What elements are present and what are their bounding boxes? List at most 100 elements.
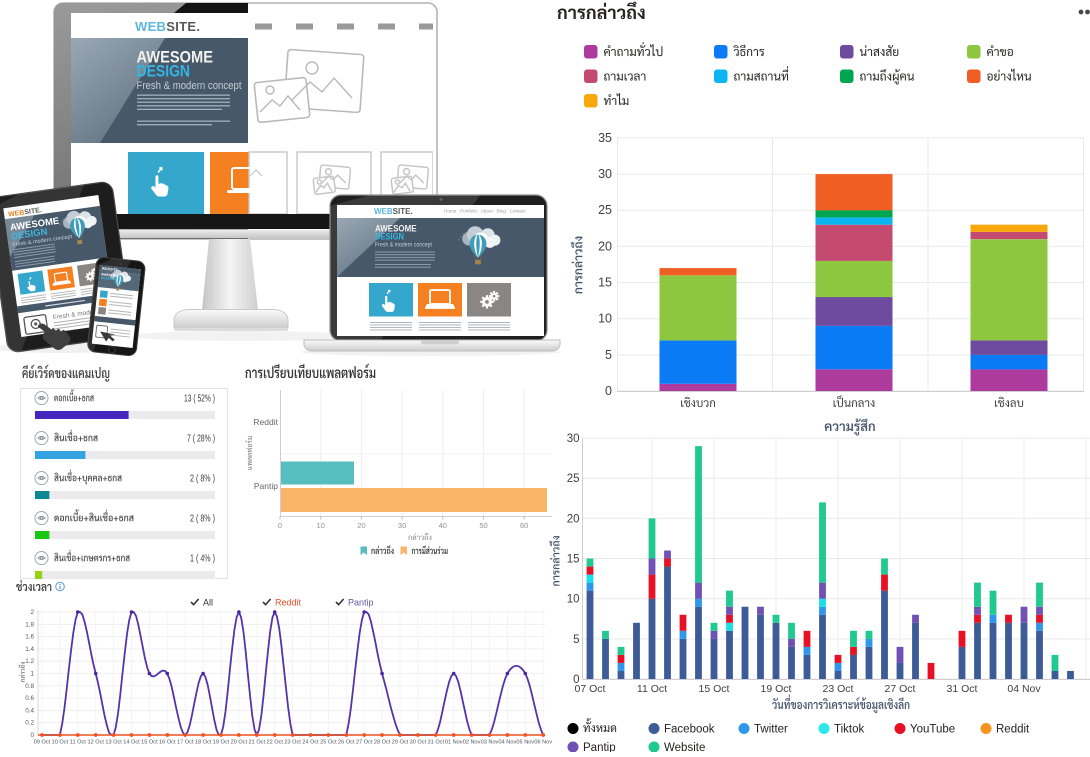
svg-text:Fresh & modern concept: Fresh & modern concept [375, 243, 432, 249]
svg-text:5: 5 [605, 348, 612, 362]
svg-text:DESIGN: DESIGN [137, 63, 191, 81]
svg-text:WEBSITE.: WEBSITE. [102, 267, 120, 273]
svg-text:13 ( 52% ): 13 ( 52% ) [184, 394, 215, 405]
svg-text:WEBSITE.: WEBSITE. [135, 19, 200, 34]
svg-text:09 Oct: 09 Oct [34, 740, 51, 746]
svg-text:23 Oct: 23 Oct [823, 683, 854, 695]
svg-text:2 ( 8% ): 2 ( 8% ) [190, 514, 215, 525]
svg-text:21 Oct: 21 Oct [249, 740, 266, 746]
svg-text:16 Oct: 16 Oct [159, 740, 176, 746]
svg-text:15 Oct: 15 Oct [699, 683, 730, 695]
svg-text:50: 50 [479, 521, 487, 530]
svg-text:AWESOME: AWESOME [101, 272, 120, 278]
svg-text:1.2: 1.2 [25, 658, 34, 665]
svg-text:Pantip: Pantip [583, 742, 616, 752]
svg-text:12 Oct: 12 Oct [87, 740, 104, 746]
svg-text:Pantip: Pantip [254, 481, 278, 491]
svg-text:20 Oct: 20 Oct [231, 740, 248, 746]
svg-text:20: 20 [357, 521, 365, 530]
svg-text:0.2: 0.2 [25, 720, 34, 727]
svg-text:DESIGN: DESIGN [11, 226, 49, 242]
svg-text:30: 30 [398, 521, 406, 530]
svg-text:26 Oct: 26 Oct [338, 740, 355, 746]
svg-text:Facebook: Facebook [664, 724, 715, 736]
svg-text:22 Oct: 22 Oct [266, 740, 283, 746]
svg-text:15: 15 [598, 276, 612, 290]
svg-text:18 Oct: 18 Oct [195, 740, 212, 746]
svg-text:0.6: 0.6 [25, 695, 34, 702]
svg-text:19 Oct: 19 Oct [761, 683, 792, 695]
svg-text:DESIGN: DESIGN [375, 232, 404, 242]
svg-text:AWESOME: AWESOME [375, 224, 417, 234]
svg-text:30: 30 [598, 167, 612, 181]
svg-text:27 Oct: 27 Oct [356, 740, 373, 746]
svg-text:01 Nov: 01 Nov [445, 740, 463, 746]
svg-text:1 ( 4% ): 1 ( 4% ) [190, 554, 215, 565]
svg-text:WEBSITE.: WEBSITE. [8, 207, 43, 219]
svg-text:1.6: 1.6 [25, 634, 34, 641]
svg-text:Pantip: Pantip [348, 598, 374, 608]
svg-text:Reddit: Reddit [275, 598, 302, 608]
svg-text:0: 0 [605, 384, 612, 398]
svg-text:Tiktok: Tiktok [834, 724, 864, 736]
svg-text:11 Oct: 11 Oct [637, 683, 667, 695]
svg-text:Home Portfolio About Blo: Home Portfolio About Blog Contact [444, 209, 526, 214]
svg-text:20: 20 [598, 239, 612, 253]
svg-text:WEBSITE.: WEBSITE. [374, 207, 413, 216]
svg-text:1: 1 [30, 671, 34, 678]
svg-text:30 Oct: 30 Oct [410, 740, 427, 746]
svg-text:Reddit: Reddit [253, 417, 278, 427]
svg-text:0: 0 [30, 732, 34, 739]
svg-text:Website: Website [664, 742, 705, 752]
svg-text:10 Oct: 10 Oct [52, 740, 69, 746]
svg-text:5: 5 [573, 634, 579, 646]
svg-text:10: 10 [567, 594, 580, 606]
svg-text:25: 25 [598, 203, 612, 217]
svg-text:1.8: 1.8 [25, 621, 34, 628]
svg-text:Reddit: Reddit [996, 724, 1030, 736]
svg-text:15: 15 [567, 554, 580, 566]
svg-text:1.4: 1.4 [25, 646, 34, 653]
svg-text:40: 40 [439, 521, 447, 530]
svg-text:28 Oct: 28 Oct [374, 740, 391, 746]
svg-text:02 Nov: 02 Nov [463, 740, 481, 746]
svg-text:AWESOME: AWESOME [137, 49, 214, 67]
svg-text:35: 35 [598, 131, 612, 145]
svg-text:04 Nov: 04 Nov [1007, 683, 1041, 695]
svg-text:05 Nov: 05 Nov [516, 740, 534, 746]
svg-text:YouTube: YouTube [910, 724, 955, 736]
svg-text:17 Oct: 17 Oct [177, 740, 194, 746]
svg-text:19 Oct: 19 Oct [213, 740, 230, 746]
svg-text:25: 25 [567, 473, 580, 485]
svg-text:13 Oct: 13 Oct [105, 740, 122, 746]
svg-text:Twitter: Twitter [754, 724, 788, 736]
svg-text:0.8: 0.8 [25, 683, 34, 690]
svg-text:24 Oct: 24 Oct [302, 740, 319, 746]
svg-text:10: 10 [598, 312, 612, 326]
svg-text:Fresh & modern concept: Fresh & modern concept [137, 80, 242, 92]
svg-text:0.4: 0.4 [25, 707, 34, 714]
svg-text:20: 20 [567, 513, 580, 525]
svg-text:27 Oct: 27 Oct [885, 683, 916, 695]
svg-text:07 Oct: 07 Oct [575, 683, 606, 695]
svg-text:03 Nov: 03 Nov [481, 740, 499, 746]
svg-text:29 Oct: 29 Oct [392, 740, 409, 746]
svg-text:DESIGN: DESIGN [101, 276, 115, 281]
svg-text:0: 0 [278, 521, 282, 530]
svg-text:31 Oct: 31 Oct [947, 683, 978, 695]
svg-text:All: All [203, 598, 213, 608]
svg-text:10: 10 [317, 521, 325, 530]
svg-text:15 Oct: 15 Oct [141, 740, 158, 746]
svg-text:30: 30 [567, 433, 580, 445]
svg-text:11 Oct: 11 Oct [70, 740, 87, 746]
svg-text:14 Oct: 14 Oct [123, 740, 140, 746]
svg-text:7 ( 28% ): 7 ( 28% ) [187, 434, 215, 445]
svg-text:06 Nov: 06 Nov [534, 740, 552, 746]
svg-text:0: 0 [573, 674, 579, 686]
svg-text:2 ( 8% ): 2 ( 8% ) [190, 474, 215, 485]
svg-text:31 Oct: 31 Oct [428, 740, 445, 746]
svg-text:25 Oct: 25 Oct [320, 740, 337, 746]
svg-text:04 Nov: 04 Nov [499, 740, 517, 746]
svg-text:2: 2 [30, 609, 34, 616]
svg-text:23 Oct: 23 Oct [284, 740, 301, 746]
